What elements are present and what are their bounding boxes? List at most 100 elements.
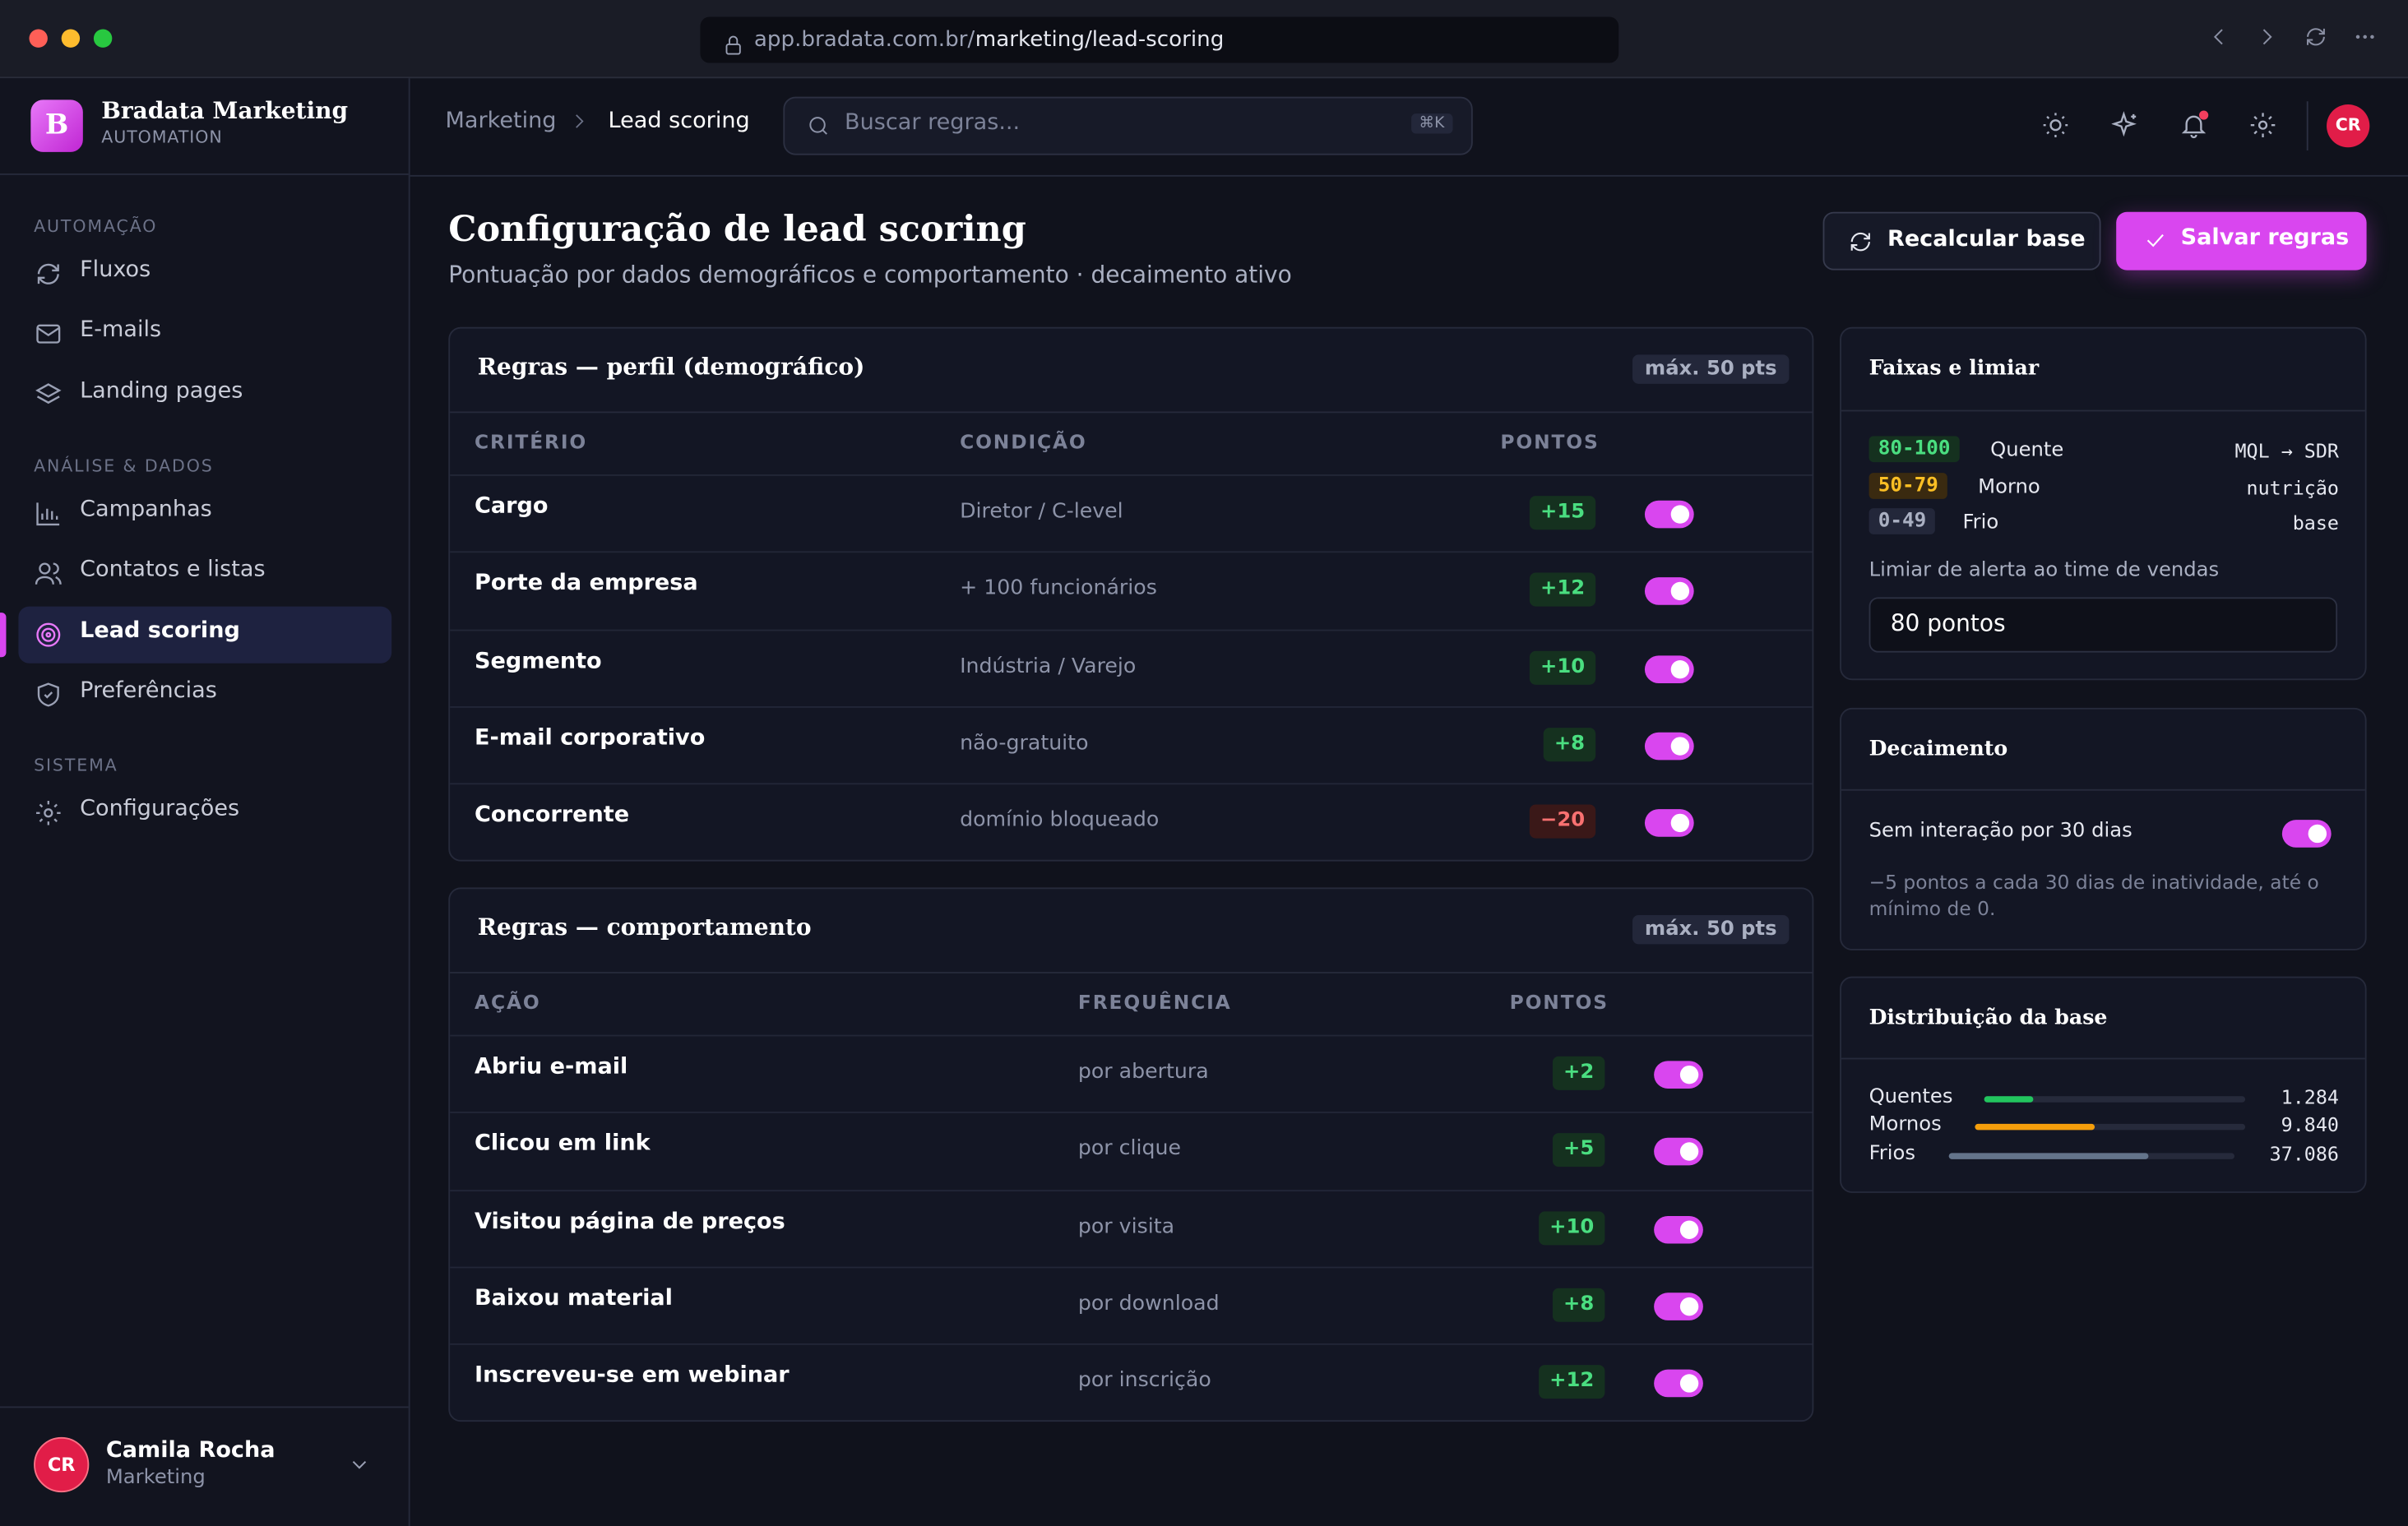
row-divider [450, 551, 1813, 553]
row-divider [450, 474, 1813, 476]
band-action: base [2292, 511, 2339, 534]
rule-name: Inscreveu-se em webinar [475, 1363, 790, 1389]
top-avatar[interactable]: CR [2327, 104, 2370, 148]
nav-item[interactable]: E-mails [80, 318, 162, 343]
icon-svg [36, 622, 61, 646]
card-badge: máx. 50 pts [1632, 354, 1790, 384]
page-title: Configuração de lead scoring [448, 208, 1026, 251]
rule-condition: por clique [1077, 1136, 1182, 1162]
nav-item[interactable]: Contatos e listas [80, 557, 266, 583]
icon-svg [2307, 28, 2325, 46]
nav-item[interactable]: Configurações [80, 797, 240, 822]
points-badge: +2 [1552, 1056, 1605, 1090]
search-placeholder: Buscar regras... [845, 110, 1021, 136]
divider [450, 972, 1813, 973]
toggle[interactable] [1644, 654, 1694, 683]
row-divider [450, 1189, 1813, 1191]
rule-name: Concorrente [475, 802, 630, 828]
row-divider [450, 783, 1813, 785]
section-title: ANÁLISE & DADOS [34, 455, 214, 476]
toggle[interactable] [1644, 500, 1694, 529]
notification-dot [2199, 110, 2209, 120]
icon-svg [36, 502, 60, 526]
icon[interactable] [2248, 110, 2277, 146]
toggle[interactable] [1644, 809, 1694, 838]
rule-name: Cargo [475, 494, 549, 520]
user-role: Marketing [105, 1466, 206, 1490]
sidebar: B Bradata Marketing AUTOMATION AUTOMAÇÃO Flu… [0, 78, 410, 1526]
points-badge: +5 [1552, 1133, 1605, 1168]
rule-condition: Indústria / Varejo [960, 653, 1137, 678]
rule-condition: + 100 funcionários [960, 576, 1157, 601]
breadcrumb[interactable]: Marketing [445, 109, 557, 134]
nav-item[interactable]: Fluxos [80, 257, 151, 283]
points-badge: +12 [1539, 1365, 1605, 1399]
nav-item[interactable]: Campanhas [80, 497, 212, 522]
toggle[interactable] [1654, 1370, 1703, 1398]
toggle[interactable] [1654, 1215, 1703, 1243]
icon-svg [35, 563, 62, 585]
points-badge: −20 [1529, 804, 1596, 839]
row-divider [450, 1343, 1813, 1346]
band-label: Quente [1990, 439, 2064, 463]
points-badge: +10 [1529, 650, 1596, 685]
nav-item[interactable]: Landing pages [80, 378, 243, 404]
icon-svg [36, 800, 61, 825]
column-header: CRITÉRIO [475, 429, 588, 453]
row-divider [450, 628, 1813, 631]
icon [34, 798, 63, 834]
toggle[interactable] [2281, 820, 2332, 848]
toggle[interactable] [1644, 577, 1694, 606]
band-range: 50-79 [1869, 472, 1948, 498]
icon [806, 113, 831, 144]
distribution-count: 9.840 [2281, 1113, 2339, 1137]
window-dot[interactable] [29, 29, 48, 48]
distribution-label: Quentes [1869, 1085, 1953, 1109]
section-title: SISTEMA [34, 755, 118, 776]
alert-input[interactable]: 80 pontos [1869, 597, 2338, 653]
nav-item[interactable]: Lead scoring [80, 617, 240, 643]
divider [0, 1406, 409, 1408]
points-badge: +8 [1543, 727, 1596, 762]
icon[interactable] [2041, 110, 2070, 146]
column-header: FREQUÊNCIA [1077, 990, 1232, 1014]
toggle[interactable] [1654, 1138, 1703, 1166]
distribution-count: 37.086 [2269, 1141, 2339, 1165]
card-title: Regras — perfil (demográfico) [477, 353, 865, 382]
bar-fill [1948, 1152, 2149, 1159]
button-label: Salvar regras [2180, 225, 2350, 251]
icon[interactable] [2179, 110, 2208, 146]
user-avatar[interactable]: CR [34, 1436, 90, 1493]
rule-name: Segmento [475, 649, 602, 674]
icon [34, 680, 63, 715]
url-bar[interactable]: app.bradata.com.br/marketing/lead-scorin… [700, 16, 1619, 63]
icon-svg [2250, 113, 2276, 137]
search-box[interactable]: Buscar regras... ⌘K [783, 96, 1473, 155]
button-save[interactable]: Salvar regras [2116, 211, 2367, 271]
window-dot[interactable] [61, 29, 81, 48]
row-divider [450, 705, 1813, 708]
toggle[interactable] [1654, 1292, 1703, 1320]
row-divider [450, 1266, 1813, 1269]
bar-fill [1975, 1124, 2095, 1131]
icon [2254, 25, 2279, 55]
icon [34, 260, 63, 295]
bar-track [1984, 1096, 2246, 1103]
button-recalc[interactable]: Recalcular base [1822, 211, 2101, 271]
divider [1841, 788, 2365, 791]
icon [2353, 25, 2378, 55]
nav-item[interactable]: Preferências [80, 678, 217, 704]
icon [2304, 25, 2328, 55]
rule-condition: por abertura [1077, 1059, 1209, 1084]
window-dot[interactable] [93, 29, 113, 48]
topbar-divider [410, 174, 2408, 177]
icon [34, 559, 63, 594]
toggle[interactable] [1654, 1061, 1703, 1089]
icon-svg [2110, 111, 2137, 137]
page-subtitle: Pontuação por dados demográficos e compo… [448, 261, 1292, 289]
distribution-label: Frios [1869, 1141, 1915, 1165]
nav-active-bg [18, 605, 392, 663]
icon [2142, 227, 2169, 259]
toggle[interactable] [1644, 732, 1694, 761]
icon[interactable] [2110, 110, 2141, 146]
